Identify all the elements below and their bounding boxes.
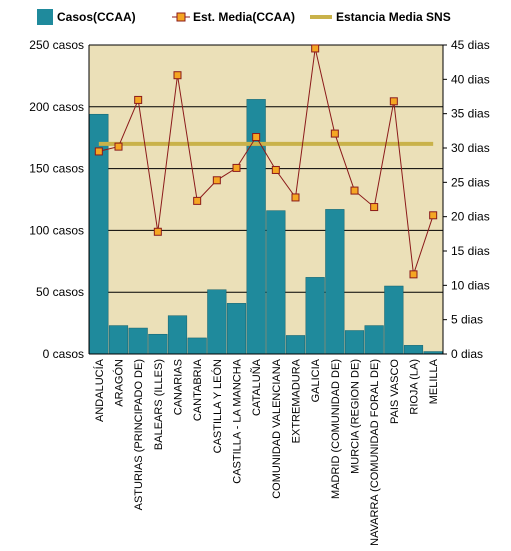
bar-12 [325, 209, 345, 355]
category-label-6: CASTILLA Y LEÓN [211, 359, 224, 453]
legend-item-estancia-sns: Estancia Media SNS [310, 6, 451, 28]
left-tick-label: 0 casos [43, 347, 84, 361]
legend-label-casos: Casos(CCAA) [57, 10, 136, 24]
marker-8 [252, 133, 261, 142]
plot-background [89, 45, 443, 354]
category-label-10: EXTREMADURA [291, 358, 303, 443]
left-tick-label: 100 casos [29, 223, 84, 237]
marker-1 [114, 142, 123, 151]
marker-6 [212, 176, 221, 185]
bar-3 [148, 333, 168, 355]
marker-16 [409, 270, 418, 279]
marker-12 [330, 129, 339, 138]
category-label-15: PAIS VASCO [389, 359, 401, 424]
category-label-0: ANDALUCÍA [93, 358, 106, 422]
marker-14 [370, 203, 379, 212]
bar-15 [384, 285, 404, 355]
marker-4 [173, 71, 182, 80]
legend-swatch-line-marker [172, 12, 190, 22]
category-label-3: BALEARS (ILLES) [153, 359, 165, 450]
bar-17 [423, 351, 443, 355]
legend-swatch-bar [37, 9, 53, 25]
marker-9 [271, 165, 280, 174]
category-label-8: CATALUÑA [250, 358, 263, 416]
right-tick-label: 40 dias [451, 72, 490, 86]
bar-11 [305, 277, 325, 355]
category-label-11: GALICIA [310, 358, 322, 402]
marker-17 [429, 211, 438, 220]
left-tick-label: 50 casos [36, 285, 84, 299]
legend-item-est-media: Est. Media(CCAA) [172, 6, 295, 28]
bar-5 [187, 337, 207, 355]
bar-9 [266, 210, 286, 355]
category-label-14: NAVARRA (COMUNIDAD FORAL DE) [369, 359, 381, 546]
marker-5 [193, 196, 202, 205]
category-label-17: MELILLA [428, 358, 440, 404]
category-label-9: COMUNIDAD VALENCIANA [271, 358, 283, 498]
category-label-1: ARAGÓN [113, 359, 126, 407]
bar-0 [89, 113, 109, 355]
legend: Casos(CCAA) Est. Media(CCAA) Estancia Me… [0, 6, 511, 28]
legend-label-estancia-sns: Estancia Media SNS [336, 10, 451, 24]
bar-2 [128, 327, 148, 355]
right-tick-label: 5 dias [451, 313, 483, 327]
bar-8 [246, 99, 266, 355]
bar-16 [403, 345, 424, 355]
legend-label-est-media: Est. Media(CCAA) [193, 10, 296, 24]
right-tick-label: 10 dias [451, 278, 490, 292]
marker-0 [94, 147, 103, 156]
line-est-media [98, 48, 434, 275]
right-tick-label: 30 dias [451, 141, 490, 155]
right-tick-label: 25 dias [451, 175, 490, 189]
legend-swatch-reference-line [310, 15, 332, 19]
marker-2 [134, 95, 143, 104]
marker-11 [311, 44, 320, 53]
category-label-12: MADRID (COMUNIDAD DE) [330, 359, 342, 499]
marker-10 [291, 193, 300, 202]
bar-4 [167, 315, 188, 355]
bar-14 [364, 325, 384, 355]
category-label-13: MURCIA (REGION DE) [350, 359, 362, 474]
bar-6 [207, 289, 227, 355]
bar-1 [108, 325, 129, 355]
bar-10 [285, 335, 306, 355]
right-tick-label: 35 dias [451, 107, 490, 121]
category-label-5: CANTABRIA [192, 358, 204, 421]
left-tick-label: 150 casos [29, 162, 84, 176]
right-tick-label: 0 dias [451, 347, 483, 361]
category-label-7: CASTILLA - LA MANCHA [232, 358, 244, 483]
legend-item-casos: Casos(CCAA) [37, 6, 136, 28]
left-tick-label: 200 casos [29, 100, 84, 114]
right-tick-label: 45 dias [451, 38, 490, 52]
bar-13 [344, 330, 365, 355]
marker-7 [232, 163, 241, 172]
category-label-2: ASTURIAS (PRINCIPADO DE) [133, 359, 145, 510]
marker-13 [350, 186, 359, 195]
left-tick-label: 250 casos [29, 38, 84, 52]
right-tick-label: 15 dias [451, 244, 490, 258]
category-label-4: CANARIAS [173, 359, 185, 415]
right-tick-label: 20 dias [451, 210, 490, 224]
marker-3 [153, 227, 162, 236]
category-label-16: RIOJA (LA) [409, 359, 421, 415]
marker-15 [389, 97, 398, 106]
bar-7 [226, 303, 247, 355]
